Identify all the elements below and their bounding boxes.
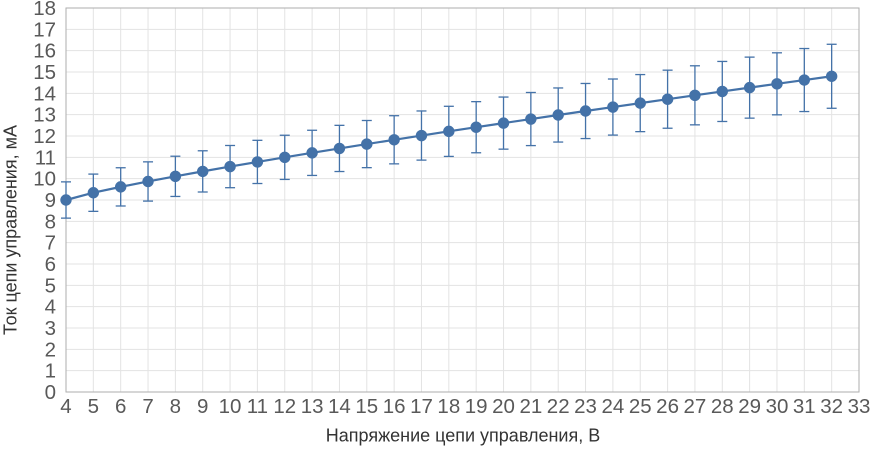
svg-text:10: 10 <box>219 395 242 418</box>
svg-text:26: 26 <box>656 395 679 418</box>
svg-text:7: 7 <box>45 232 56 255</box>
svg-text:13: 13 <box>33 104 56 127</box>
svg-text:29: 29 <box>738 395 761 418</box>
svg-text:6: 6 <box>115 395 126 418</box>
svg-text:17: 17 <box>410 395 433 418</box>
svg-text:24: 24 <box>601 395 624 418</box>
svg-text:12: 12 <box>33 125 56 148</box>
svg-text:3: 3 <box>45 317 56 340</box>
svg-text:0: 0 <box>45 381 56 404</box>
svg-text:10: 10 <box>33 168 56 191</box>
svg-text:8: 8 <box>170 395 181 418</box>
svg-text:12: 12 <box>273 395 296 418</box>
svg-text:11: 11 <box>35 146 56 169</box>
svg-text:21: 21 <box>519 395 542 418</box>
svg-text:16: 16 <box>33 40 56 63</box>
svg-text:5: 5 <box>88 395 99 418</box>
svg-text:30: 30 <box>766 395 789 418</box>
svg-text:8: 8 <box>45 210 56 233</box>
svg-text:16: 16 <box>383 395 406 418</box>
svg-text:15: 15 <box>355 395 378 418</box>
svg-text:17: 17 <box>33 18 56 41</box>
svg-text:31: 31 <box>793 395 816 418</box>
svg-text:7: 7 <box>142 395 153 418</box>
svg-text:18: 18 <box>33 0 56 20</box>
svg-text:27: 27 <box>684 395 707 418</box>
svg-text:13: 13 <box>301 395 324 418</box>
svg-text:33: 33 <box>848 395 870 418</box>
svg-text:11: 11 <box>247 395 268 418</box>
svg-text:5: 5 <box>45 274 56 297</box>
svg-text:1: 1 <box>45 360 56 383</box>
svg-text:14: 14 <box>328 395 351 418</box>
svg-text:23: 23 <box>574 395 597 418</box>
svg-text:18: 18 <box>437 395 460 418</box>
svg-text:19: 19 <box>465 395 488 418</box>
svg-text:28: 28 <box>711 395 734 418</box>
svg-text:9: 9 <box>197 395 208 418</box>
svg-text:14: 14 <box>33 82 56 105</box>
svg-text:22: 22 <box>547 395 570 418</box>
svg-text:25: 25 <box>629 395 652 418</box>
svg-text:15: 15 <box>33 61 56 84</box>
svg-text:2: 2 <box>45 338 56 361</box>
svg-text:4: 4 <box>45 296 56 319</box>
svg-text:20: 20 <box>492 395 515 418</box>
svg-text:9: 9 <box>45 189 56 212</box>
svg-text:6: 6 <box>45 253 56 276</box>
svg-text:32: 32 <box>820 395 843 418</box>
svg-text:4: 4 <box>60 395 71 418</box>
